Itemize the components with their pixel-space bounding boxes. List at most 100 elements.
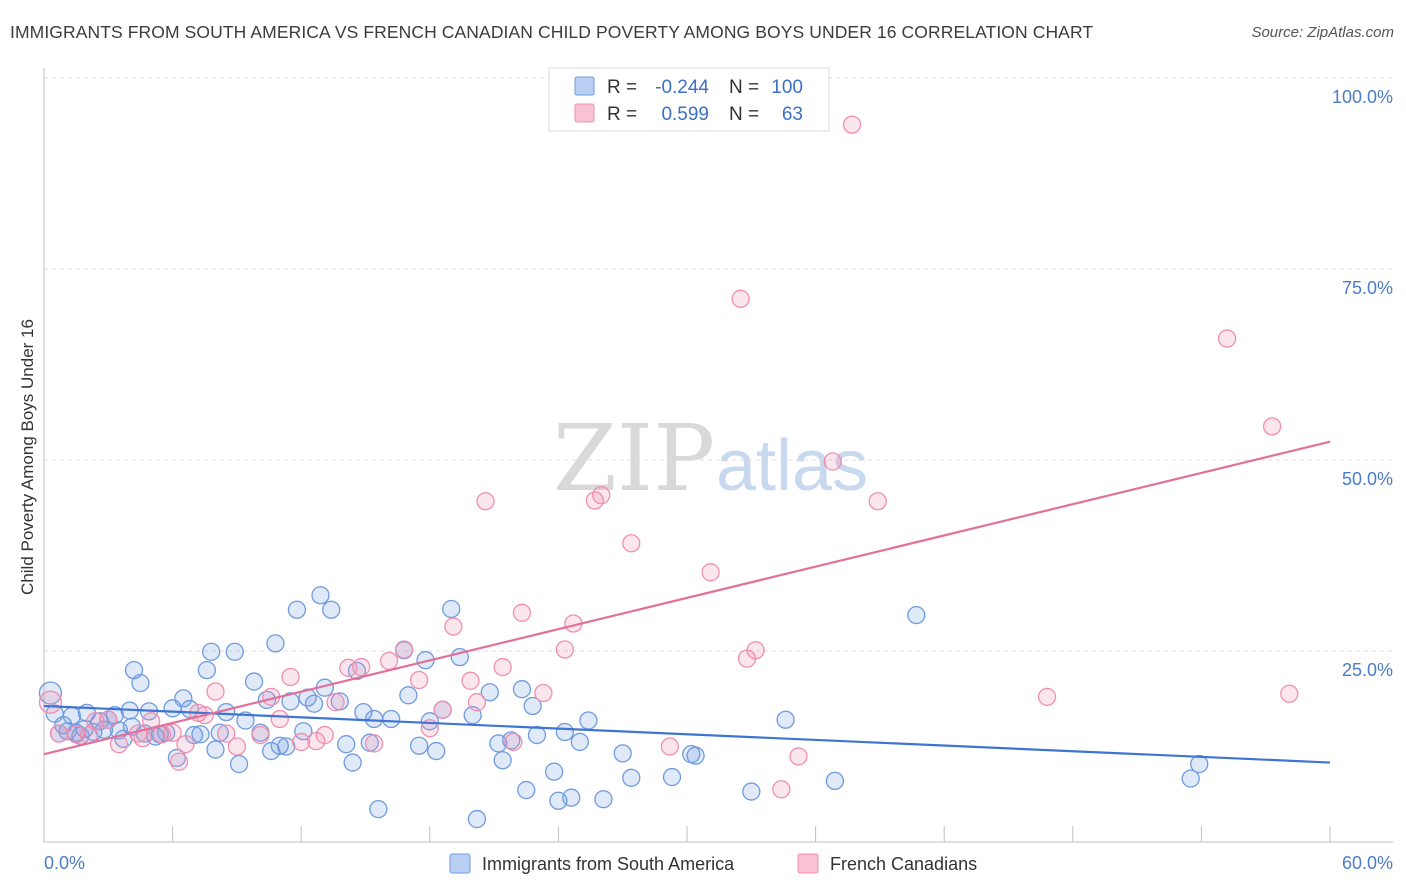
data-point bbox=[772, 780, 791, 799]
data-point bbox=[512, 680, 532, 699]
data-point bbox=[326, 693, 345, 712]
data-point bbox=[493, 751, 512, 770]
data-point bbox=[292, 732, 311, 752]
data-point bbox=[202, 642, 221, 661]
data-point bbox=[444, 617, 463, 636]
data-point bbox=[142, 712, 161, 731]
data-point bbox=[1181, 769, 1200, 788]
chart-title: IMMIGRANTS FROM SOUTH AMERICA VS FRENCH … bbox=[10, 22, 1094, 42]
data-point bbox=[49, 724, 69, 743]
data-point bbox=[1280, 684, 1299, 703]
data-point bbox=[382, 709, 401, 729]
data-point bbox=[527, 725, 547, 745]
x-tick-label-min: 0.0% bbox=[44, 853, 85, 873]
trend-layer bbox=[43, 440, 1331, 764]
data-point bbox=[244, 672, 264, 691]
data-point bbox=[622, 768, 641, 787]
data-point bbox=[467, 693, 487, 712]
data-point bbox=[174, 689, 193, 708]
data-point bbox=[38, 690, 63, 714]
stats-n-label: N = bbox=[729, 104, 759, 125]
data-point bbox=[229, 754, 249, 774]
watermark-atlas: atlas bbox=[716, 426, 868, 506]
data-point bbox=[776, 710, 795, 729]
legend-swatch-french-canadians bbox=[797, 853, 819, 874]
data-point bbox=[266, 634, 285, 653]
data-point bbox=[394, 640, 414, 659]
data-point bbox=[339, 658, 358, 677]
data-point bbox=[579, 711, 598, 730]
x-tick-label-max: 60.0% bbox=[1342, 853, 1393, 873]
data-point bbox=[662, 767, 682, 787]
axes bbox=[43, 68, 1393, 843]
stats-legend: R = -0.244 N = 100 R = 0.599 N = 63 bbox=[548, 67, 830, 132]
series-french-canadians bbox=[38, 115, 1299, 799]
data-point bbox=[409, 670, 429, 690]
data-point bbox=[476, 492, 495, 511]
data-point bbox=[225, 642, 244, 661]
stats-r-label: R = bbox=[607, 104, 637, 125]
data-point bbox=[825, 771, 845, 791]
series-south-america bbox=[38, 586, 1209, 829]
data-point bbox=[1037, 687, 1057, 706]
data-point bbox=[206, 682, 225, 701]
watermark-zip: ZIP bbox=[553, 405, 715, 512]
data-point bbox=[534, 683, 553, 703]
data-point bbox=[337, 735, 356, 754]
data-point bbox=[493, 657, 512, 677]
data-point bbox=[236, 711, 255, 730]
data-point bbox=[251, 725, 270, 745]
stats-n-value: 100 bbox=[771, 77, 803, 98]
data-point bbox=[594, 790, 613, 809]
data-point bbox=[343, 753, 362, 772]
data-point bbox=[270, 736, 289, 755]
y-tick-label: 25.0% bbox=[1342, 660, 1393, 680]
watermark: ZIP atlas bbox=[553, 405, 868, 512]
data-point bbox=[592, 485, 611, 505]
data-point bbox=[701, 563, 720, 582]
data-point bbox=[399, 686, 418, 705]
data-point bbox=[197, 660, 217, 680]
y-tick-label: 50.0% bbox=[1342, 469, 1393, 489]
source-credit: Source: ZipAtlas.com bbox=[1251, 24, 1394, 41]
data-point bbox=[169, 752, 189, 771]
data-point bbox=[210, 723, 229, 742]
data-point bbox=[364, 734, 384, 753]
data-point bbox=[433, 700, 452, 719]
data-point bbox=[315, 725, 334, 745]
data-point bbox=[379, 651, 399, 671]
x-tick-labels: 0.0% 60.0% bbox=[44, 853, 1393, 873]
data-point bbox=[206, 740, 225, 759]
data-point bbox=[191, 725, 210, 744]
data-point bbox=[131, 673, 150, 693]
data-point bbox=[731, 289, 750, 308]
data-point bbox=[281, 667, 300, 687]
data-point bbox=[217, 724, 236, 743]
grid-lines bbox=[44, 77, 1393, 652]
data-point bbox=[420, 712, 439, 731]
legend-label-french-canadians: French Canadians bbox=[830, 854, 977, 874]
data-point bbox=[163, 723, 182, 742]
data-point bbox=[227, 737, 247, 756]
data-point bbox=[907, 605, 926, 625]
data-point bbox=[461, 671, 480, 690]
data-point bbox=[270, 709, 289, 729]
data-point bbox=[176, 735, 195, 754]
stats-n-label: N = bbox=[729, 77, 759, 98]
data-point bbox=[570, 732, 589, 752]
data-point bbox=[660, 737, 680, 756]
stats-r-label: R = bbox=[607, 77, 637, 98]
data-point bbox=[67, 725, 86, 744]
data-point bbox=[512, 603, 532, 622]
data-point bbox=[686, 746, 705, 765]
data-point bbox=[99, 710, 118, 729]
trend-line-south-america bbox=[43, 704, 1331, 764]
data-point bbox=[1190, 754, 1209, 774]
data-point bbox=[322, 600, 341, 619]
y-tick-label: 75.0% bbox=[1342, 278, 1393, 298]
y-tick-label: 100.0% bbox=[1332, 87, 1393, 107]
data-point bbox=[842, 115, 862, 134]
data-point bbox=[1217, 329, 1237, 348]
stats-swatch-south-america bbox=[574, 76, 595, 96]
